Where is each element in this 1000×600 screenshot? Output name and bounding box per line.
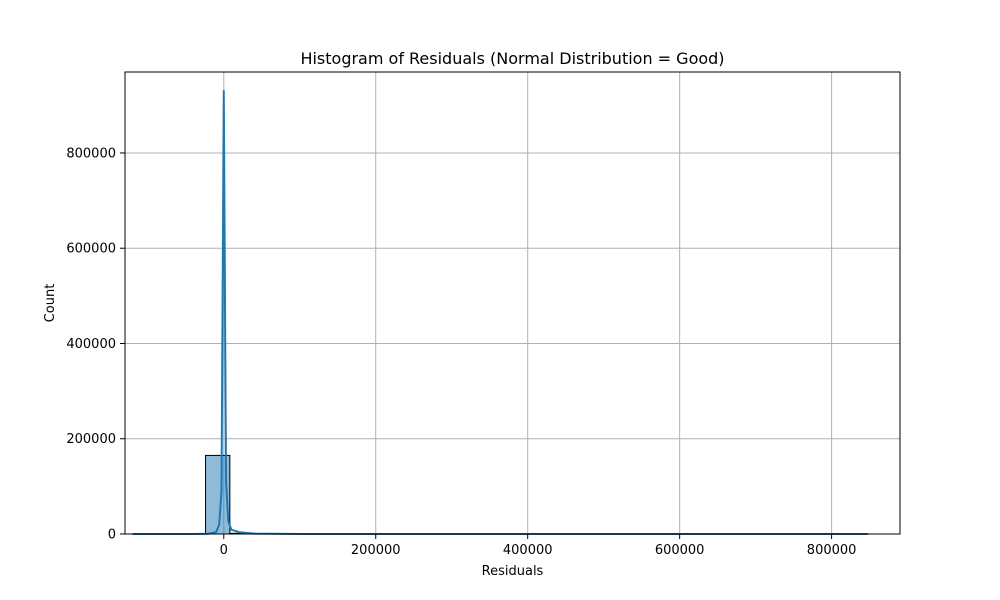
y-tick-label: 0 xyxy=(108,528,116,543)
y-tick-label: 200000 xyxy=(66,432,116,447)
y-axis-title: Count xyxy=(43,284,58,323)
grid-lines xyxy=(125,72,900,535)
x-tick-label: 400000 xyxy=(503,543,553,558)
x-tick-label: 600000 xyxy=(655,543,705,558)
x-tick-label: 0 xyxy=(220,543,228,558)
x-tick-label: 200000 xyxy=(351,543,401,558)
y-tick-label: 600000 xyxy=(66,242,116,257)
chart-title: Histogram of Residuals (Normal Distribut… xyxy=(300,49,724,68)
y-tick-label: 400000 xyxy=(66,337,116,352)
plot-frame xyxy=(124,71,901,535)
histogram-bars xyxy=(205,454,255,535)
x-axis-title: Residuals xyxy=(482,564,544,579)
y-tick-label: 800000 xyxy=(66,146,116,161)
kde-curve xyxy=(132,90,869,535)
y-axis-ticks: 0 200000 400000 600000 800000 xyxy=(66,146,125,543)
kde-line xyxy=(132,90,869,535)
x-axis-ticks: 0 200000 400000 600000 800000 xyxy=(220,534,857,558)
x-tick-label: 800000 xyxy=(807,543,857,558)
